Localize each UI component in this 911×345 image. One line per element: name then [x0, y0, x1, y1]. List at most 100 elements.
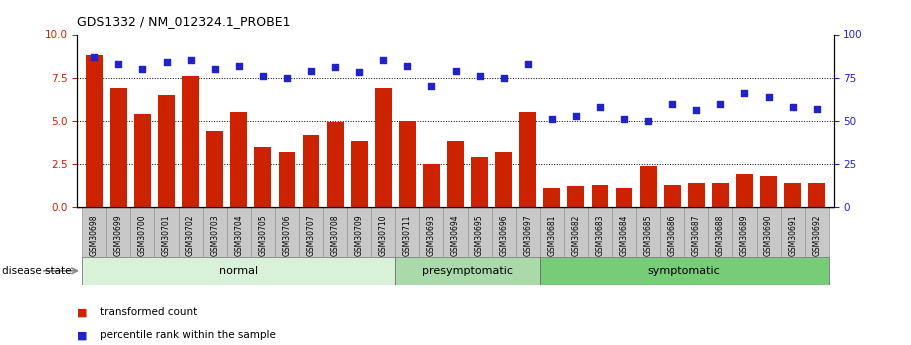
Bar — [784, 183, 801, 207]
Bar — [568, 186, 584, 207]
Point — [400, 63, 415, 68]
Bar — [636, 207, 660, 257]
Bar — [182, 76, 199, 207]
Bar — [327, 122, 343, 207]
Point — [472, 73, 486, 79]
Point — [809, 106, 824, 111]
Bar — [660, 207, 684, 257]
Text: percentile rank within the sample: percentile rank within the sample — [100, 331, 276, 340]
Bar — [227, 207, 251, 257]
Point — [617, 116, 631, 122]
Bar — [516, 207, 540, 257]
Bar — [351, 141, 368, 207]
Point — [762, 94, 776, 99]
Text: GSM30702: GSM30702 — [186, 215, 195, 256]
Point — [231, 63, 246, 68]
Bar — [616, 188, 632, 207]
Text: GSM30707: GSM30707 — [306, 215, 315, 256]
Point — [183, 58, 198, 63]
Bar — [230, 112, 247, 207]
Point — [376, 58, 391, 63]
Bar — [540, 207, 564, 257]
Bar — [323, 207, 347, 257]
Bar — [423, 164, 440, 207]
Point — [640, 118, 655, 124]
Bar — [736, 174, 752, 207]
Point — [111, 61, 126, 67]
Bar — [302, 135, 320, 207]
Bar — [588, 207, 612, 257]
Bar — [664, 185, 681, 207]
Bar — [371, 207, 395, 257]
Text: GSM30698: GSM30698 — [90, 215, 98, 256]
Bar — [496, 152, 512, 207]
Point — [448, 68, 463, 73]
Bar — [540, 257, 829, 285]
Bar — [760, 176, 777, 207]
Bar — [275, 207, 299, 257]
Text: presymptomatic: presymptomatic — [422, 266, 513, 276]
Bar — [179, 207, 202, 257]
Text: GSM30697: GSM30697 — [523, 215, 532, 256]
Text: GSM30685: GSM30685 — [644, 215, 652, 256]
Bar — [395, 207, 419, 257]
Text: GSM30699: GSM30699 — [114, 215, 123, 256]
Bar — [444, 207, 467, 257]
Bar — [299, 207, 323, 257]
Bar — [155, 207, 179, 257]
Point — [87, 54, 102, 60]
Text: disease state: disease state — [2, 266, 71, 276]
Text: GSM30709: GSM30709 — [354, 215, 363, 256]
Bar — [447, 141, 464, 207]
Bar — [467, 207, 492, 257]
Text: GSM30705: GSM30705 — [259, 215, 267, 256]
Bar — [709, 207, 732, 257]
Bar — [82, 257, 395, 285]
Bar — [781, 207, 804, 257]
Bar — [756, 207, 781, 257]
Bar — [419, 207, 444, 257]
Bar — [804, 207, 829, 257]
Bar — [107, 207, 130, 257]
Text: GSM30696: GSM30696 — [499, 215, 508, 256]
Text: ■: ■ — [77, 331, 88, 340]
Bar — [202, 207, 227, 257]
Point — [689, 108, 703, 113]
Text: GSM30703: GSM30703 — [210, 215, 220, 256]
Text: normal: normal — [220, 266, 259, 276]
Bar — [564, 207, 588, 257]
Text: symptomatic: symptomatic — [648, 266, 721, 276]
Point — [665, 101, 680, 106]
Text: GSM30686: GSM30686 — [668, 215, 677, 256]
Text: GSM30695: GSM30695 — [475, 215, 484, 256]
Bar — [519, 112, 537, 207]
Bar — [395, 257, 540, 285]
Bar — [712, 183, 729, 207]
Text: GSM30700: GSM30700 — [138, 215, 147, 256]
Text: GSM30694: GSM30694 — [451, 215, 460, 256]
Text: GSM30681: GSM30681 — [548, 215, 557, 256]
Bar — [82, 207, 107, 257]
Point — [208, 66, 222, 72]
Point — [568, 113, 583, 118]
Text: GSM30708: GSM30708 — [331, 215, 340, 256]
Bar — [808, 183, 825, 207]
Text: GSM30689: GSM30689 — [740, 215, 749, 256]
Point — [545, 116, 559, 122]
Point — [713, 101, 728, 106]
Text: GSM30683: GSM30683 — [596, 215, 605, 256]
Bar — [688, 183, 705, 207]
Text: GSM30691: GSM30691 — [788, 215, 797, 256]
Text: GSM30706: GSM30706 — [282, 215, 292, 256]
Text: GSM30687: GSM30687 — [691, 215, 701, 256]
Point — [737, 90, 752, 96]
Point — [520, 61, 535, 67]
Bar — [732, 207, 756, 257]
Point — [496, 75, 511, 80]
Text: GSM30701: GSM30701 — [162, 215, 171, 256]
Text: GSM30692: GSM30692 — [813, 215, 821, 256]
Text: GSM30704: GSM30704 — [234, 215, 243, 256]
Bar — [543, 188, 560, 207]
Point — [280, 75, 294, 80]
Bar — [130, 207, 155, 257]
